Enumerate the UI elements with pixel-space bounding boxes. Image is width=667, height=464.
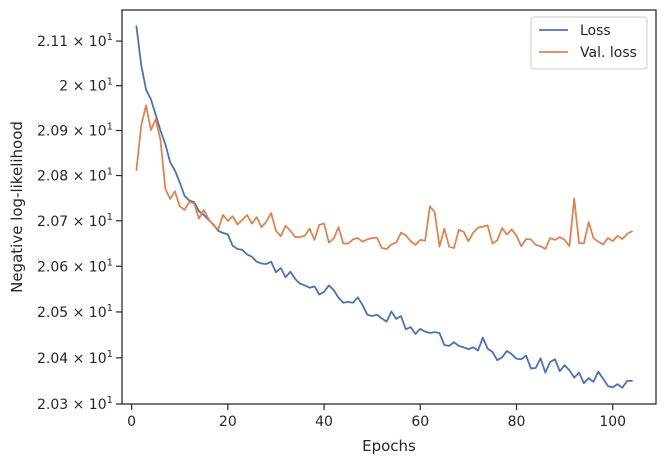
series-layer xyxy=(135,25,633,389)
y-tick-label: 2.11 × 101 xyxy=(37,32,113,50)
x-axis-label: Epochs xyxy=(362,437,416,455)
x-axis-ticks: 0 20 40 60 80 100 xyxy=(127,404,626,430)
legend-loss-label: Loss xyxy=(580,23,611,39)
x-tick-label: 60 xyxy=(411,414,429,430)
y-tick-label: 2.07 × 101 xyxy=(37,212,113,230)
y-tick-label: 2.06 × 101 xyxy=(37,257,113,275)
x-tick-label: 80 xyxy=(508,414,526,430)
plot-frame xyxy=(121,9,657,405)
y-axis-label: Negative log-likelihood xyxy=(8,121,26,293)
y-tick-label: 2.04 × 101 xyxy=(37,349,113,367)
y-axis-ticks: 2.03 × 101 2.04 × 101 2.05 × 101 2.06 × 101… xyxy=(37,32,122,413)
legend: Loss Val. loss xyxy=(530,16,648,70)
y-tick-label: 2.09 × 101 xyxy=(37,122,113,140)
series-line-loss xyxy=(135,25,633,389)
y-tick-label: 2.08 × 101 xyxy=(37,167,113,185)
x-tick-label: 40 xyxy=(315,414,333,430)
x-tick-label: 0 xyxy=(127,414,136,430)
plot-area xyxy=(122,10,656,404)
series-line-val-loss xyxy=(135,104,633,250)
y-tick-label: 2.05 × 101 xyxy=(37,303,113,321)
legend-val-loss-label: Val. loss xyxy=(580,45,637,61)
y-tick-label: 2.03 × 101 xyxy=(37,395,113,413)
x-tick-label: 20 xyxy=(219,414,237,430)
x-tick-label: 100 xyxy=(599,414,626,430)
y-tick-label: 2 × 101 xyxy=(59,77,113,95)
